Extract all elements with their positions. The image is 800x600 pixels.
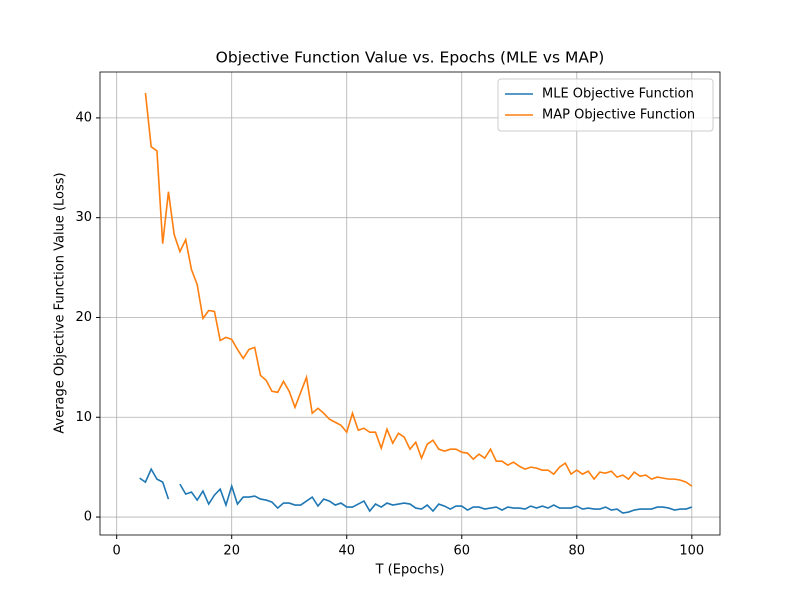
line-series — [144, 92, 693, 487]
y-tick-label: 40 — [75, 110, 92, 125]
plot-frame — [99, 71, 721, 536]
y-tick-label: 0 — [84, 510, 92, 525]
x-tick-label: 60 — [453, 544, 470, 559]
x-axis-label: T (Epochs) — [375, 563, 445, 578]
x-tick-label: 0 — [113, 544, 121, 559]
y-tick-label: 10 — [75, 410, 92, 425]
legend-label: MAP Objective Function — [542, 108, 695, 123]
x-tick-label: 40 — [338, 544, 355, 559]
line-series — [139, 467, 693, 514]
y-tick-label: 20 — [75, 310, 92, 325]
x-tick-label: 100 — [679, 544, 704, 559]
legend-label: MLE Objective Function — [542, 87, 694, 102]
chart-title: Objective Function Value vs. Epochs (MLE… — [216, 49, 605, 67]
x-tick-label: 20 — [223, 544, 240, 559]
y-tick-label: 30 — [75, 210, 92, 225]
legend-box — [497, 78, 714, 132]
x-tick-label: 80 — [569, 544, 586, 559]
y-axis-label: Average Objective Function Value (Loss) — [53, 172, 68, 433]
